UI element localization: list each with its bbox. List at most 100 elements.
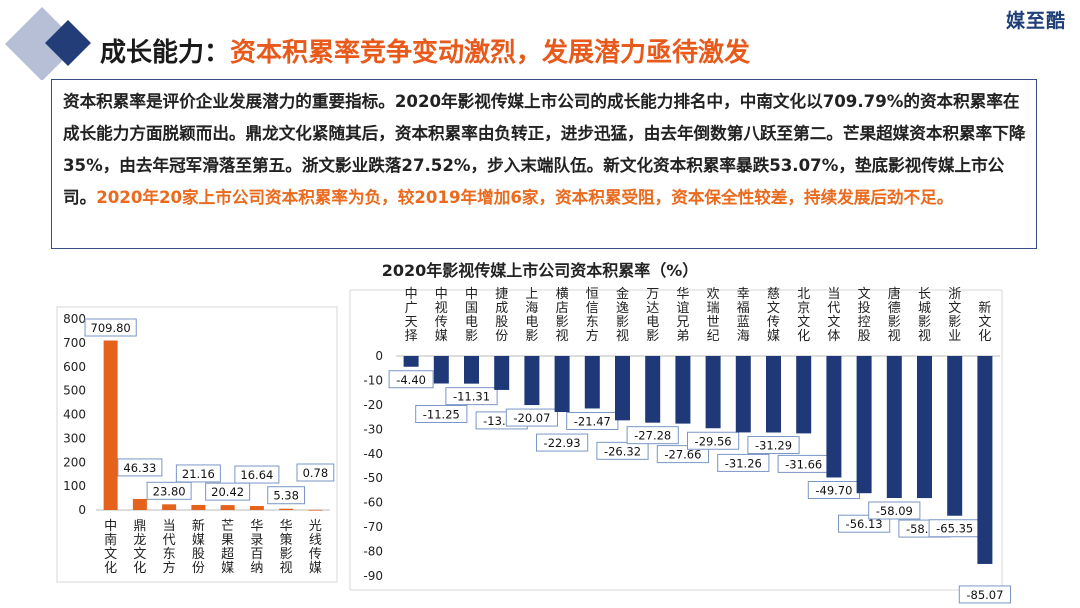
right-y-tick-label: -90 (363, 569, 383, 583)
chart-title: 2020年影视传媒上市公司资本积累率（%） (381, 261, 699, 280)
right-category-label: 捷成股份 (495, 287, 508, 344)
right-category-label: 万达电影 (646, 287, 659, 344)
left-value-label-box (117, 458, 163, 477)
left-bar (132, 498, 147, 510)
left-category-label: 新媒股份 (192, 518, 205, 576)
left-bar (103, 340, 118, 510)
left-value-label: 46.33 (123, 461, 156, 475)
right-bar (645, 356, 661, 423)
page-title: 成长能力：资本积累率竞争变动激烈，发展潜力亟待激发 (100, 32, 750, 69)
right-value-label: -4.40 (396, 373, 426, 387)
title-separator: ： (204, 38, 231, 68)
left-value-label: 5.38 (273, 489, 299, 503)
right-category-label: 中视传媒 (435, 287, 448, 344)
right-value-label-box (747, 435, 800, 454)
right-value-label: -56.13 (846, 517, 883, 531)
right-bar (856, 356, 872, 494)
left-value-label-box (146, 481, 192, 500)
right-bar (735, 356, 751, 433)
left-y-tick-label: 800 (63, 312, 86, 326)
left-y-tick-label: 500 (63, 384, 86, 398)
left-category-label: 鼎龙文化 (133, 519, 146, 576)
summary-highlight-text: 2020年20家上市公司资本积累率为负，较2019年增加6家，资本积累受阻，资本… (96, 188, 954, 207)
left-category-label: 光线传媒 (309, 519, 322, 576)
right-value-label: -20.07 (513, 411, 550, 425)
right-y-tick-label: -70 (363, 520, 383, 534)
decorative-diamonds (5, 7, 91, 80)
right-category-label: 横店影视 (556, 287, 569, 344)
right-bar (433, 356, 449, 384)
left-value-label: 709.80 (91, 321, 131, 335)
right-y-tick-label: -30 (363, 422, 383, 436)
left-value-label-box (205, 482, 251, 501)
left-bar (249, 506, 264, 510)
right-value-label: -65.35 (936, 522, 973, 536)
right-bar (494, 356, 510, 390)
right-value-label-box (536, 433, 589, 452)
right-category-label: 中国电影 (465, 287, 478, 344)
right-bar (886, 356, 902, 498)
right-bar (796, 356, 812, 434)
left-value-label-box (296, 463, 335, 482)
right-category-label: 浙文影业 (948, 287, 961, 344)
right-category-label: 文投控股 (858, 287, 871, 344)
left-value-label-box (175, 464, 221, 483)
right-bar (615, 356, 630, 421)
left-value-label-box (267, 486, 306, 505)
right-bar (826, 356, 842, 478)
left-category-label: 华录百纳 (250, 519, 263, 576)
left-y-tick-label: 100 (63, 479, 86, 493)
right-bar (524, 356, 540, 406)
right-category-label: 中广天择 (405, 287, 418, 344)
right-value-label: -26.32 (604, 444, 641, 458)
left-category-label: 华策影视 (280, 519, 293, 576)
right-bar (675, 356, 691, 424)
right-bar (584, 356, 600, 409)
right-category-label: 上海电影 (525, 287, 538, 344)
left-y-tick-label: 0 (78, 503, 86, 517)
right-bar (766, 356, 781, 433)
right-category-label: 北京文化 (797, 287, 810, 344)
right-y-tick-label: -20 (363, 398, 383, 412)
right-category-label: 恒信东方 (586, 287, 599, 344)
summary-text-box: 资本积累率是评价企业发展潜力的重要指标。2020年影视传媒上市公司的成长能力排名… (51, 79, 1037, 249)
right-value-label-box (388, 370, 434, 389)
left-value-label: 16.64 (240, 468, 273, 482)
right-bar (917, 356, 932, 499)
left-category-label: 中南文化 (104, 519, 117, 576)
right-value-label-box (687, 431, 740, 450)
right-y-tick-label: -10 (363, 373, 383, 387)
right-category-label: 华谊兄弟 (676, 287, 689, 344)
right-value-label-box (717, 453, 770, 472)
right-bar (705, 356, 721, 429)
right-value-label: -31.66 (785, 457, 822, 471)
left-y-tick-label: 400 (63, 408, 86, 422)
left-y-tick-label: 200 (63, 455, 86, 469)
left-value-label: 21.16 (182, 467, 215, 481)
right-bar (947, 356, 963, 516)
left-bar (279, 508, 294, 510)
right-bar (403, 356, 419, 367)
right-bar (977, 356, 993, 564)
right-y-tick-label: -50 (363, 471, 383, 485)
right-value-label-box (958, 585, 1011, 604)
left-bar (191, 504, 206, 510)
left-bar (162, 504, 177, 510)
left-value-label: 20.42 (211, 485, 244, 499)
left-bar (220, 505, 235, 510)
right-value-label: -85.07 (966, 588, 1003, 602)
left-value-label: 23.80 (153, 484, 186, 498)
right-category-label: 唐德影视 (888, 286, 901, 344)
left-y-tick-label: 600 (63, 360, 86, 374)
right-value-label-box (626, 426, 679, 445)
right-value-label: -58.09 (876, 504, 913, 518)
positive-bar-chart: 0 100 200 300 400 500 600 700 800 709.80 中南文化 46.33… (63, 312, 335, 576)
right-category-label: 幸福蓝海 (737, 287, 750, 344)
right-chart-frame (349, 289, 1003, 591)
right-y-tick-label: -60 (363, 496, 383, 510)
left-category-label: 芒果超媒 (221, 518, 234, 576)
right-value-label-box (656, 445, 709, 464)
left-y-tick-label: 300 (63, 431, 86, 445)
right-value-label: -22.93 (544, 436, 581, 450)
right-category-label: 新文化 (978, 300, 991, 344)
